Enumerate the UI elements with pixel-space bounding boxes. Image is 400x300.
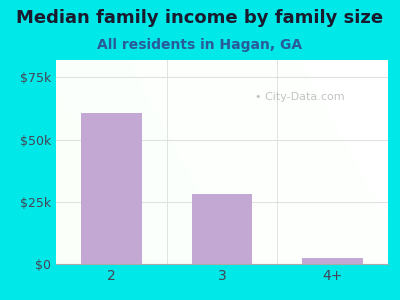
- Text: All residents in Hagan, GA: All residents in Hagan, GA: [98, 38, 302, 52]
- Bar: [81, 113, 142, 264]
- Text: Median family income by family size: Median family income by family size: [16, 9, 384, 27]
- Bar: [302, 258, 363, 264]
- Bar: [192, 194, 252, 264]
- Text: • City-Data.com: • City-Data.com: [255, 92, 345, 102]
